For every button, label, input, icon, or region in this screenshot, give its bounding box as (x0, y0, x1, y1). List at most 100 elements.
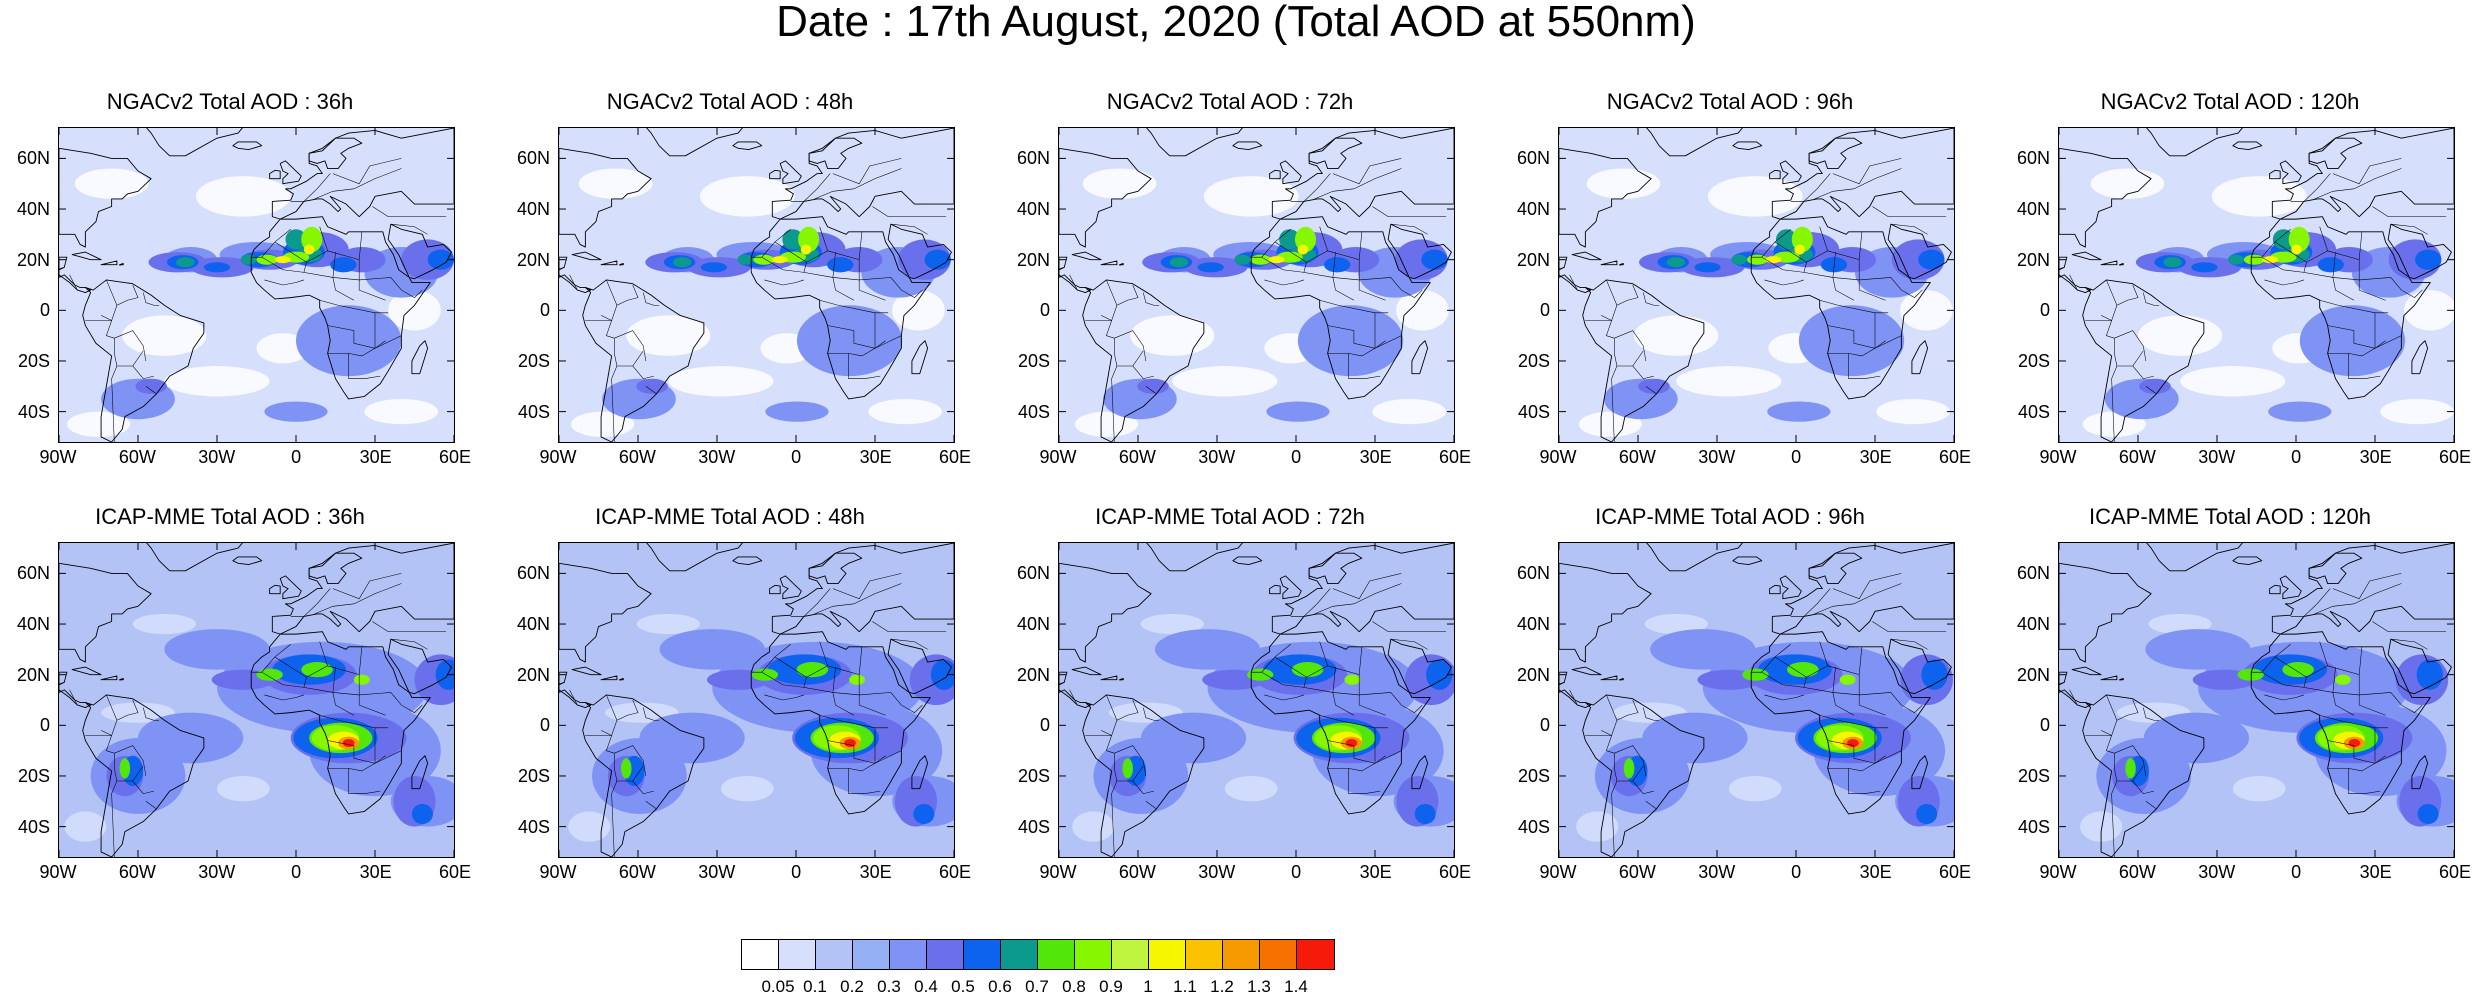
country-border (645, 801, 657, 810)
country-border (832, 158, 902, 185)
lon-tick-label: 90W (39, 862, 77, 882)
country-border (611, 780, 618, 857)
aod-plume-contour (924, 249, 951, 270)
country-border (372, 621, 447, 632)
coastline-greenland (146, 543, 243, 572)
aod-plume-contour (164, 629, 270, 670)
aod-plume-contour (1122, 758, 1133, 779)
country-border (1616, 699, 1639, 721)
country-border (1390, 692, 1423, 713)
coastline-northAmerica (1059, 562, 1152, 663)
colorbar-tick-label: 1.3 (1247, 977, 1271, 996)
country-border (890, 638, 928, 650)
lat-tick-label: 40S (1517, 817, 1550, 838)
coastline-greenland (2146, 543, 2243, 572)
coastline-puertoRico (1119, 262, 1124, 266)
lon-tick-label: 30E (359, 862, 392, 882)
country-border (1261, 256, 1307, 273)
colorbar-tick-label: 0.3 (877, 977, 901, 996)
country-border (1569, 689, 1578, 706)
country-border (1106, 320, 1147, 362)
aod-plume-contour (2191, 262, 2218, 273)
aod-clean-air-patch (1634, 315, 1719, 356)
aod-plume-contour (2145, 629, 2251, 670)
aod-clean-air-patch (2180, 366, 2286, 397)
country-border (390, 223, 428, 235)
country-border (2100, 279, 2118, 321)
country-border (858, 259, 886, 301)
aod-plume-contour (1839, 674, 1856, 685)
country-border (1819, 641, 1828, 666)
lat-tick-label: 40N (2016, 198, 2050, 219)
coastline-africa (1250, 216, 1431, 400)
coastline-scandinavia (2308, 552, 2363, 584)
lon-tick-label: 30W (1698, 447, 1736, 467)
aod-plume-contour (203, 262, 231, 273)
lat-tick-label: 40N (516, 198, 550, 219)
country-border (1559, 267, 1565, 270)
country-border (814, 583, 902, 615)
aod-plume-contour (119, 758, 131, 779)
country-border (848, 768, 881, 794)
aod-plume-contour (1694, 262, 1721, 273)
aod-map (59, 128, 454, 442)
country-border (2290, 588, 2331, 617)
aod-clean-air-patch (720, 775, 774, 802)
coastline-europe (1771, 128, 1954, 220)
country-border (2319, 226, 2328, 251)
lon-tick-label: 0 (291, 447, 302, 467)
coastline-britain (779, 160, 802, 185)
country-border (616, 284, 639, 306)
aod-clean-air-patch (636, 613, 700, 635)
lon-tick-label: 90W (39, 447, 77, 467)
lon-tick-label: 90W (539, 447, 577, 467)
aod-clean-air-patch (1707, 176, 1803, 217)
coastline-greenland (1146, 128, 1243, 157)
aod-map (1559, 543, 1954, 857)
country-border (1832, 573, 1902, 600)
coastline-arabia (2387, 638, 2452, 695)
aod-plume-contour (1891, 239, 1945, 280)
colorbar-swatch (927, 940, 964, 969)
country-border (2251, 229, 2291, 258)
country-border (751, 644, 791, 673)
country-border (1611, 780, 1618, 857)
country-border (1764, 694, 1804, 701)
lat-tick-label: 40S (17, 402, 50, 423)
colorbar-swatch (1186, 940, 1223, 969)
aod-clean-air-patch (66, 411, 131, 437)
lon-tick-label: 0 (2291, 447, 2302, 467)
country-border (111, 780, 118, 857)
country-border (106, 320, 147, 362)
coastline-iceland (732, 556, 763, 566)
country-border (827, 750, 902, 772)
aod-clean-air-patch (570, 411, 635, 437)
country-border (132, 365, 154, 380)
aod-map (1059, 128, 1454, 442)
figure-title: Date : 17th August, 2020 (Total AOD at 5… (776, 0, 1696, 46)
lon-tick-label: 30E (859, 862, 892, 882)
coastline-arabia (1387, 638, 1452, 695)
country-border (261, 671, 307, 688)
aod-plume-contour (765, 401, 829, 422)
country-border (1114, 338, 1144, 367)
colorbar-tick-label: 0.4 (914, 977, 938, 996)
lon-tick-label: 90W (2039, 862, 2077, 882)
coastline-northAmerica (1559, 562, 1652, 663)
lon-tick-label: 30W (198, 862, 236, 882)
coastline-ireland (1269, 584, 1281, 595)
aod-plume-contour (353, 674, 370, 685)
country-border (1832, 252, 1855, 301)
country-border (303, 687, 391, 696)
coastline-africa (250, 216, 431, 400)
coastline-africa (1750, 216, 1931, 400)
country-border (1645, 801, 1657, 810)
country-border (2390, 223, 2428, 235)
coastline-cuba (1571, 666, 1602, 676)
country-border (600, 694, 618, 736)
aod-plume-contour (1426, 659, 1453, 690)
country-border (327, 335, 402, 357)
coastline-madagascar (411, 340, 429, 375)
coastline-africa (2250, 216, 2431, 400)
coastline-iceland (2232, 141, 2263, 151)
